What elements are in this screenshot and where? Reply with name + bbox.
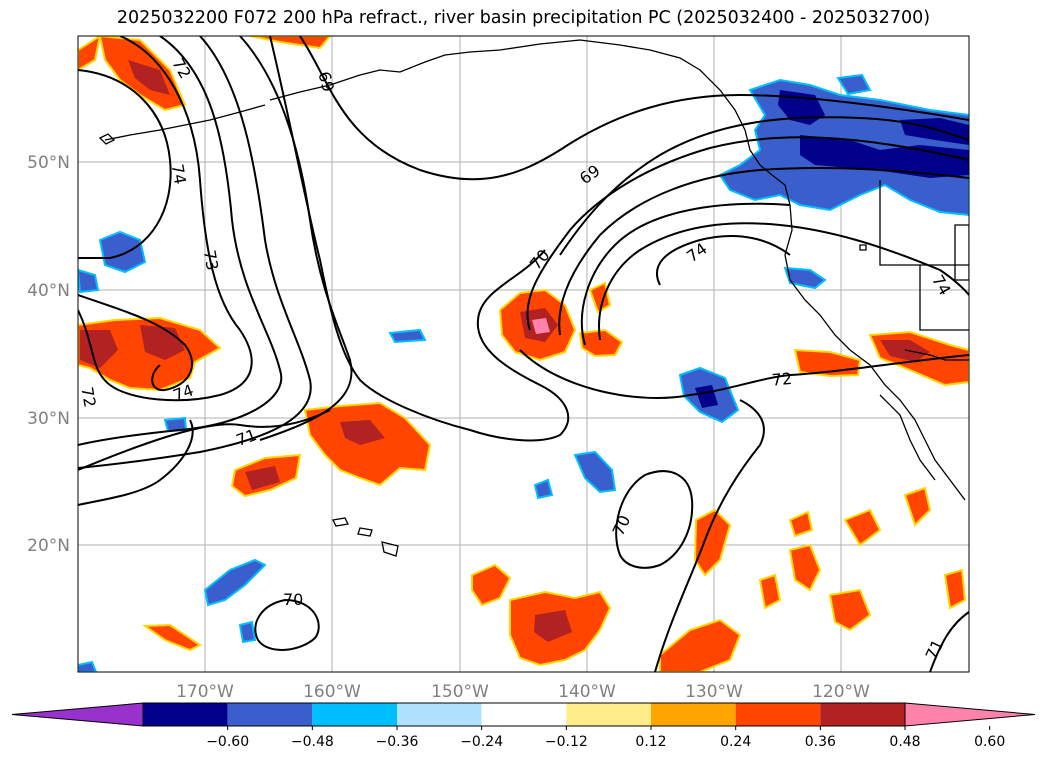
contour-label: 74 xyxy=(168,163,190,186)
colorbar-swatch xyxy=(397,703,482,726)
latitude-labels: 50°N 40°N 30°N 20°N xyxy=(27,153,70,556)
coastlines xyxy=(98,39,969,557)
longitude-labels: 170°W 160°W 150°W 140°W 130°W 120°W xyxy=(176,682,870,702)
lat-label: 50°N xyxy=(27,153,70,173)
colorbar-swatch xyxy=(820,703,905,726)
colorbar-extend-high xyxy=(904,702,1036,727)
lat-label: 40°N xyxy=(27,281,70,301)
contour-label: 72 xyxy=(77,385,99,408)
colorbar-extend-low xyxy=(11,702,144,727)
colorbar-tick-label: 0.36 xyxy=(805,734,836,750)
colorbar-swatch xyxy=(312,703,397,726)
colorbar-border xyxy=(142,702,906,727)
colorbar-swatch xyxy=(566,703,651,726)
colorbar-swatch xyxy=(227,703,313,726)
contour-label: 72 xyxy=(771,369,793,390)
colorbar-swatch xyxy=(735,703,821,726)
lat-label: 20°N xyxy=(27,536,70,556)
lon-label: 130°W xyxy=(685,682,743,702)
colorbar-tick-label: −0.36 xyxy=(376,734,419,750)
colorbar-tick-label: −0.48 xyxy=(291,734,334,750)
colorbar-tick-labels: −0.60 −0.48 −0.36 −0.24 −0.12 0.12 0.24 0.36 0.4… xyxy=(206,726,1005,750)
colorbar-tick-label: 0.12 xyxy=(635,734,666,750)
contour-label: 70 xyxy=(283,590,303,609)
lon-label: 120°W xyxy=(812,682,870,702)
colorbar-swatch xyxy=(651,703,736,726)
map-frame xyxy=(77,35,970,673)
lon-label: 160°W xyxy=(303,682,361,702)
precipitation-fill xyxy=(78,36,969,672)
colorbar-tick-label: 0.24 xyxy=(720,734,751,750)
lon-label: 150°W xyxy=(431,682,489,702)
colorbar-tick-label: 0.48 xyxy=(889,734,920,750)
colorbar xyxy=(11,702,1036,727)
colorbar-swatch xyxy=(481,703,567,726)
contour-label: 69 xyxy=(314,69,338,94)
colorbar-tick-label: −0.24 xyxy=(460,734,503,750)
colorbar-tick-label: −0.12 xyxy=(545,734,588,750)
colorbar-tick-label: −0.60 xyxy=(206,734,249,750)
colorbar-swatch xyxy=(143,703,228,726)
refractivity-contours xyxy=(78,36,969,672)
lon-label: 140°W xyxy=(558,682,616,702)
map-title: 2025032200 F072 200 hPa refract., river … xyxy=(116,8,931,28)
contour-label: 73 xyxy=(200,249,222,272)
lat-label: 30°N xyxy=(27,409,70,429)
colorbar-tick-label: 0.60 xyxy=(974,734,1005,750)
lon-label: 170°W xyxy=(176,682,234,702)
